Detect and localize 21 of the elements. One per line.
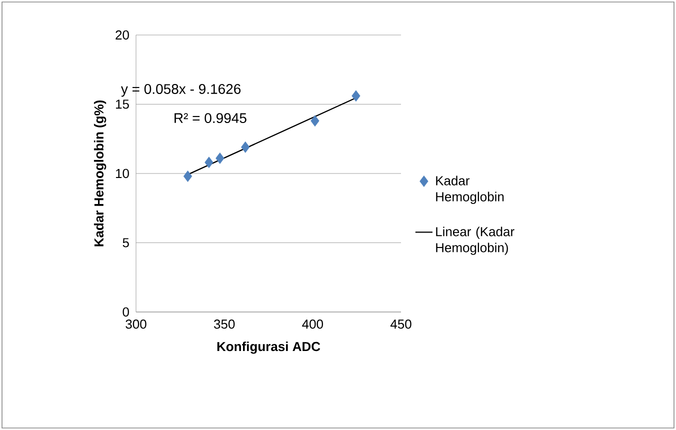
y-tick-label: 15 xyxy=(116,100,129,109)
point xyxy=(183,170,192,182)
annotation: y = 0.058x - 9.1626 xyxy=(120,84,241,97)
point xyxy=(216,152,224,164)
x-tick-label: 350 xyxy=(214,320,235,329)
x-tick-label: 450 xyxy=(390,320,412,329)
legend-label: Linear (Kadar Hemoglobin) xyxy=(436,226,514,255)
y-tick-label: 5 xyxy=(122,238,129,248)
point xyxy=(352,90,360,102)
annotation: R² = 0.9945 xyxy=(174,113,246,124)
y-axis-title: Kadar Hemoglobin (g%) xyxy=(94,100,106,246)
point xyxy=(310,115,320,127)
point xyxy=(241,141,250,153)
legend-label: Kadar Hemoglobin xyxy=(436,176,504,204)
y-tick-label: 0 xyxy=(122,307,129,317)
x-tick-label: 300 xyxy=(126,320,146,329)
x-axis-title: Konfigurasi ADC xyxy=(217,342,320,354)
y-tick-label: 20 xyxy=(116,30,129,40)
point xyxy=(204,156,214,168)
x-tick-label: 400 xyxy=(302,320,324,329)
y-tick-label: 10 xyxy=(116,168,129,178)
